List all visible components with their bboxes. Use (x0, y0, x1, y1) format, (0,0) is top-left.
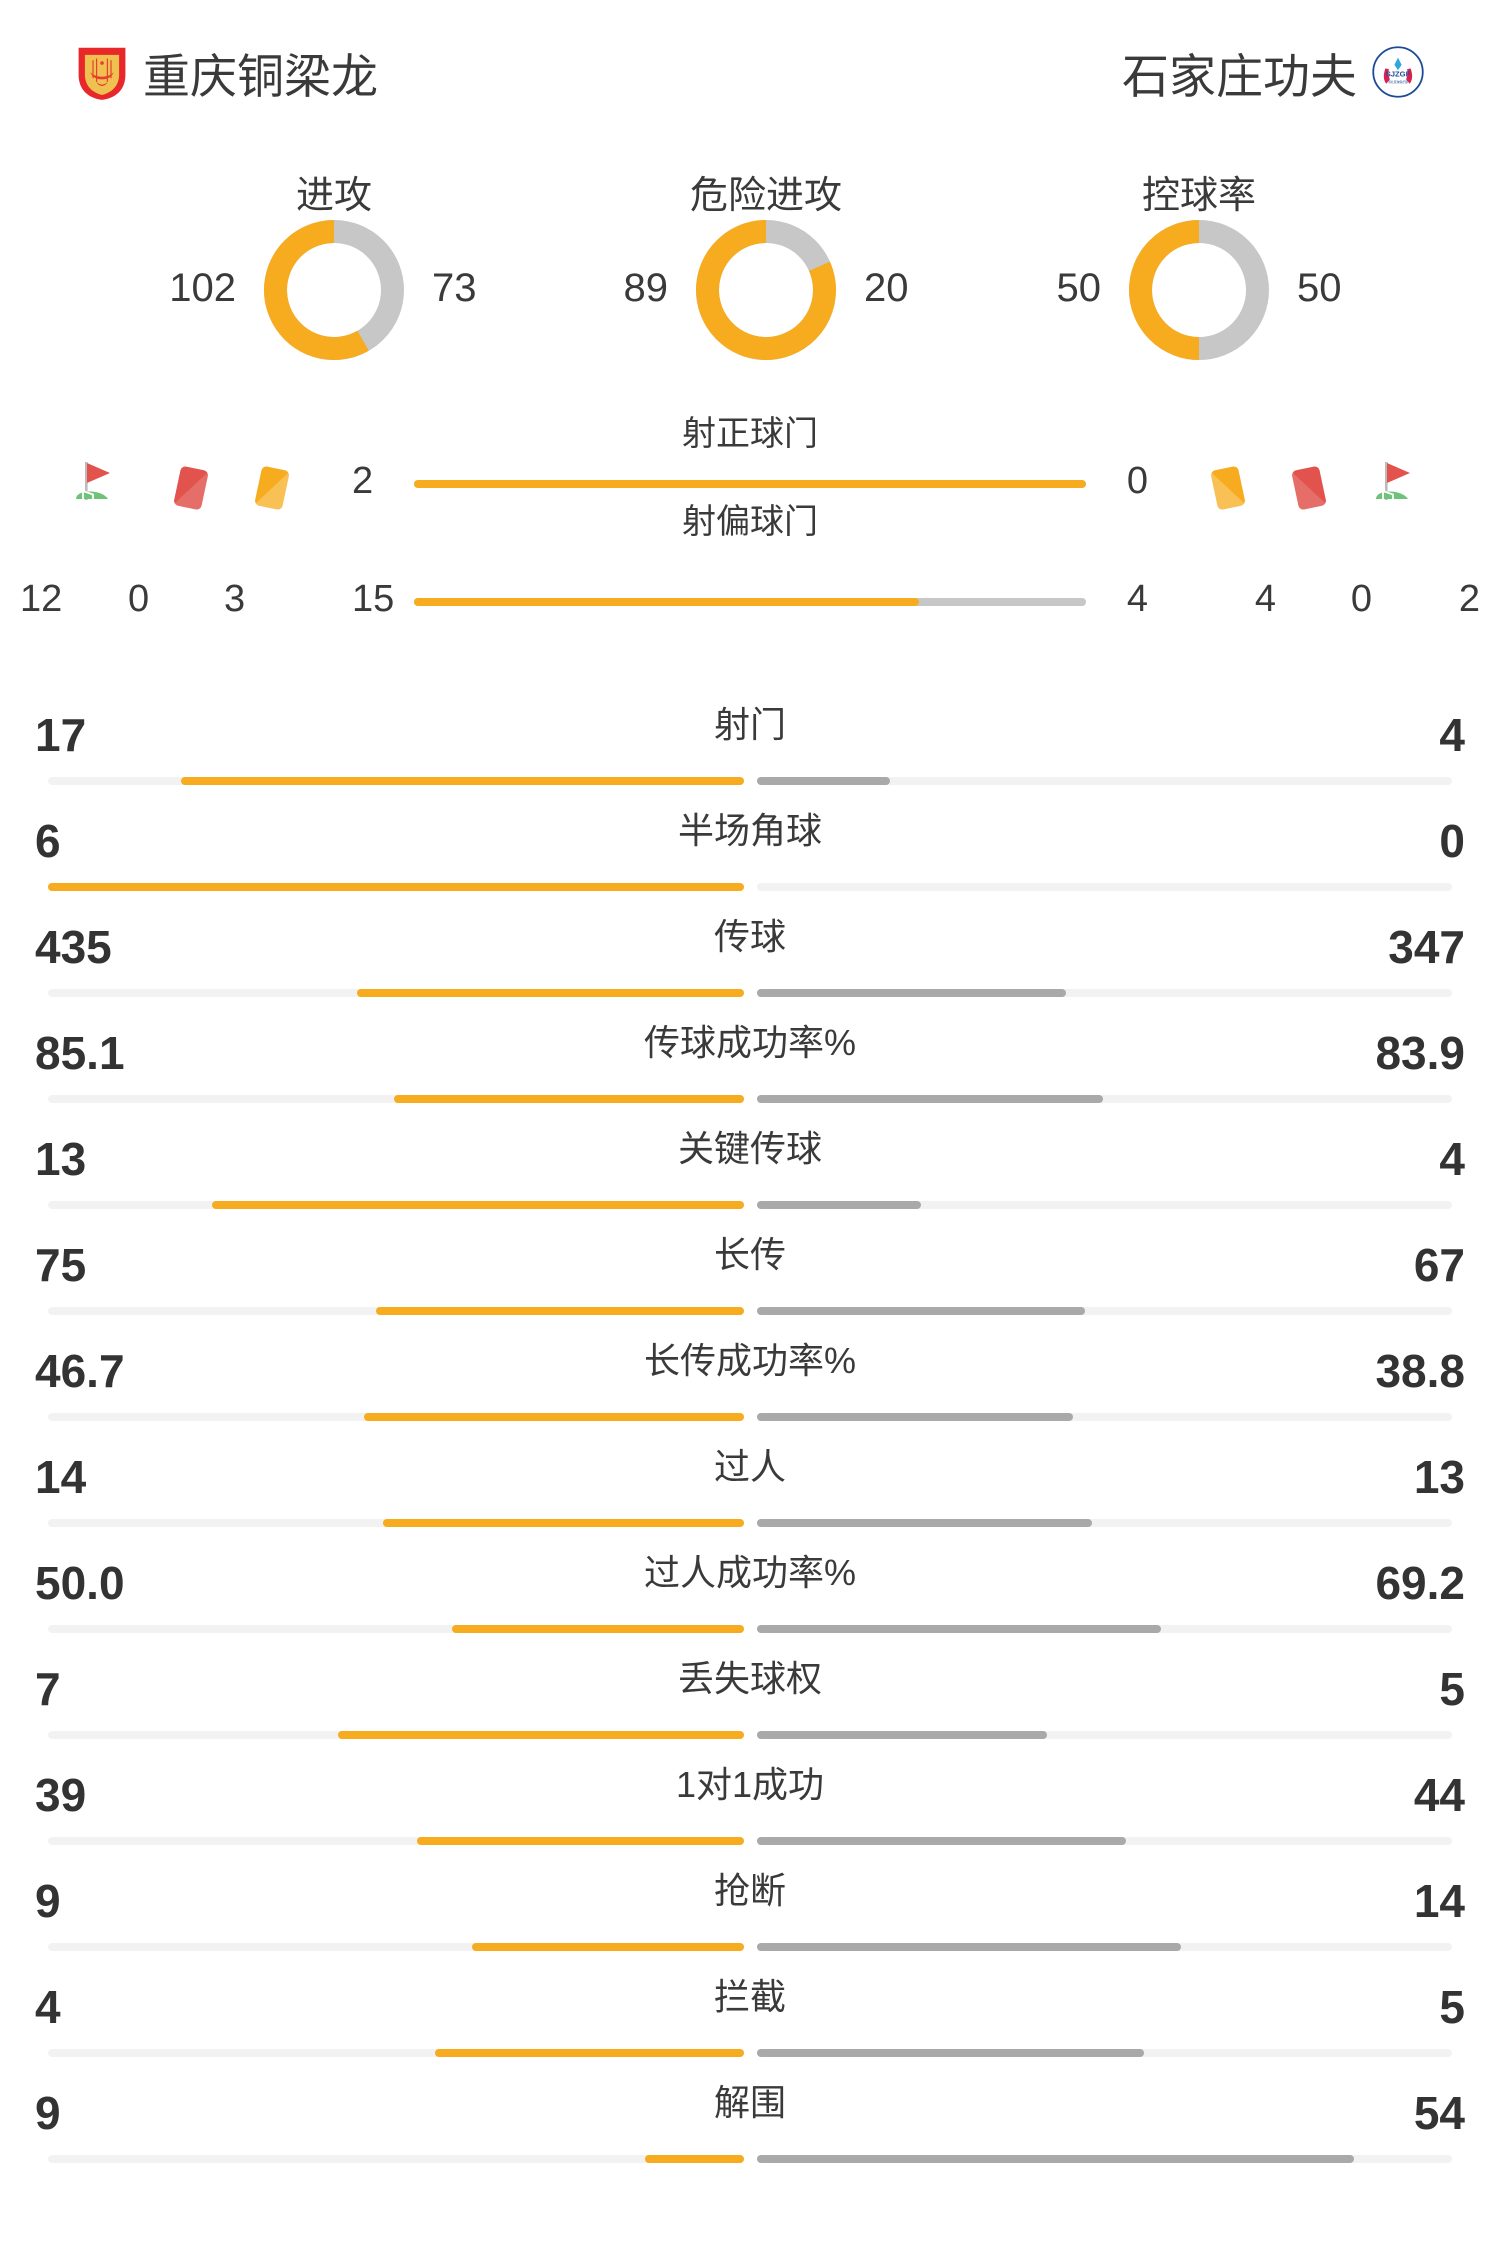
svg-text:河北足球俱乐部: 河北足球俱乐部 (1388, 79, 1408, 84)
svg-text:SJZGF: SJZGF (1386, 70, 1411, 79)
